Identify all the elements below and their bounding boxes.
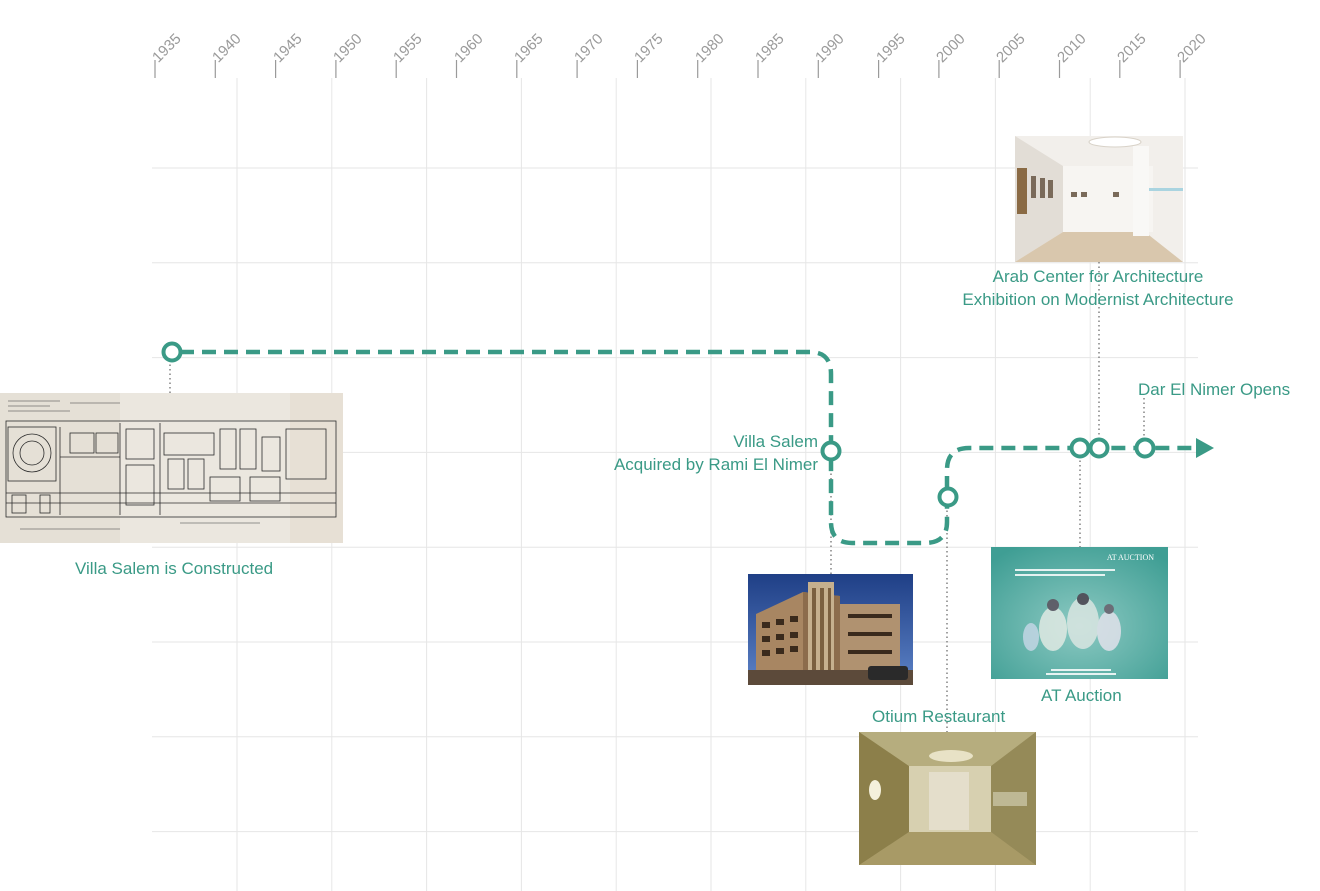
auction-catalog-title: AT AUCTION	[1106, 553, 1154, 562]
label-villa-acquired-line1: Villa Salem	[733, 432, 818, 451]
gallery-image	[1015, 136, 1183, 262]
label-at-auction: AT Auction	[1041, 686, 1122, 705]
connectors	[169, 262, 1145, 732]
blueprint-image	[0, 393, 343, 543]
path-upper	[944, 445, 1200, 490]
timeline-paths	[180, 349, 1214, 546]
label-villa-acquired-line2: Acquired by Rami El Nimer	[613, 455, 818, 474]
node-villa-acquired	[820, 440, 842, 462]
gallery-interior-icon	[1015, 136, 1183, 262]
node-dar-el-nimer	[1134, 437, 1156, 459]
label-arab-center-line1: Arab Center for Architecture	[992, 267, 1204, 286]
arrow-head	[1196, 438, 1214, 458]
node-villa-constructed	[161, 341, 183, 363]
path-main	[180, 349, 950, 546]
node-arab-center	[1088, 437, 1110, 459]
grid	[152, 78, 1198, 891]
auction-catalog-icon	[991, 547, 1168, 679]
timeline-nodes	[161, 341, 1156, 508]
label-villa-acquired: Villa Salem Acquired by Rami El Nimer	[614, 430, 818, 476]
building-photo	[748, 574, 913, 685]
label-otium: Otium Restaurant	[872, 707, 1006, 726]
restaurant-interior-icon	[859, 732, 1036, 865]
label-arab-center: Arab Center for Architecture Exhibition …	[939, 265, 1257, 311]
year-ticks	[154, 60, 1181, 78]
blueprint-icon	[0, 393, 343, 543]
restaurant-image	[859, 732, 1036, 865]
building-photo-icon	[748, 574, 913, 685]
label-arab-center-line2: Exhibition on Modernist Architecture	[962, 290, 1234, 309]
label-villa-constructed: Villa Salem is Constructed	[75, 559, 274, 578]
node-at-auction	[1069, 437, 1091, 459]
label-dar-el-nimer: Dar El Nimer Opens	[1138, 380, 1291, 399]
auction-catalog-image: AT AUCTION	[991, 547, 1168, 679]
node-otium	[937, 486, 959, 508]
